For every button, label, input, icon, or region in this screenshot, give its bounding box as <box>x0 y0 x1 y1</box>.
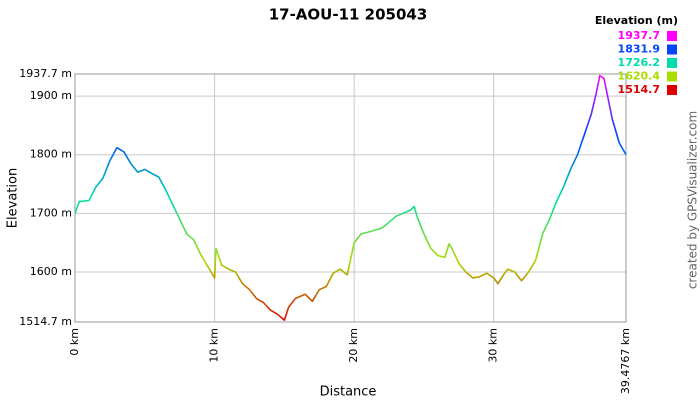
legend-label: 1937.7 <box>618 29 660 42</box>
chart-title: 17-AOU-11 205043 <box>269 6 428 24</box>
legend-swatch <box>667 85 677 95</box>
x-tick-label: 30 km <box>487 328 500 363</box>
y-tick-label: 1600 m <box>30 265 72 278</box>
elevation-line <box>74 74 627 321</box>
y-tick-label: 1700 m <box>30 206 72 219</box>
legend-label: 1620.4 <box>618 70 661 83</box>
x-tick-label: 39.4767 km <box>619 328 632 394</box>
x-axis-label: Distance <box>320 385 377 400</box>
credit: created by GPSVisualizer.com <box>686 111 700 289</box>
legend-label: 1726.2 <box>618 56 660 69</box>
legend-swatch <box>667 44 677 55</box>
y-tick-label: 1514.7 m <box>19 315 72 328</box>
y-tick-label: 1900 m <box>30 89 72 102</box>
y-axis-label: Elevation <box>6 168 21 228</box>
legend-title: Elevation (m) <box>595 14 678 27</box>
legend-swatch <box>667 58 677 68</box>
x-tick-label: 10 km <box>208 328 221 363</box>
x-tick-label: 20 km <box>347 328 360 363</box>
legend-label: 1831.9 <box>618 43 660 56</box>
legend-swatch <box>667 71 677 82</box>
legend-label: 1514.7 <box>618 83 660 96</box>
plot-frame <box>74 73 627 323</box>
y-tick-label: 1800 m <box>30 148 72 161</box>
legend-swatch <box>667 31 677 41</box>
y-tick-label: 1937.7 m <box>19 67 72 80</box>
x-tick-label: 0 km <box>68 328 81 356</box>
